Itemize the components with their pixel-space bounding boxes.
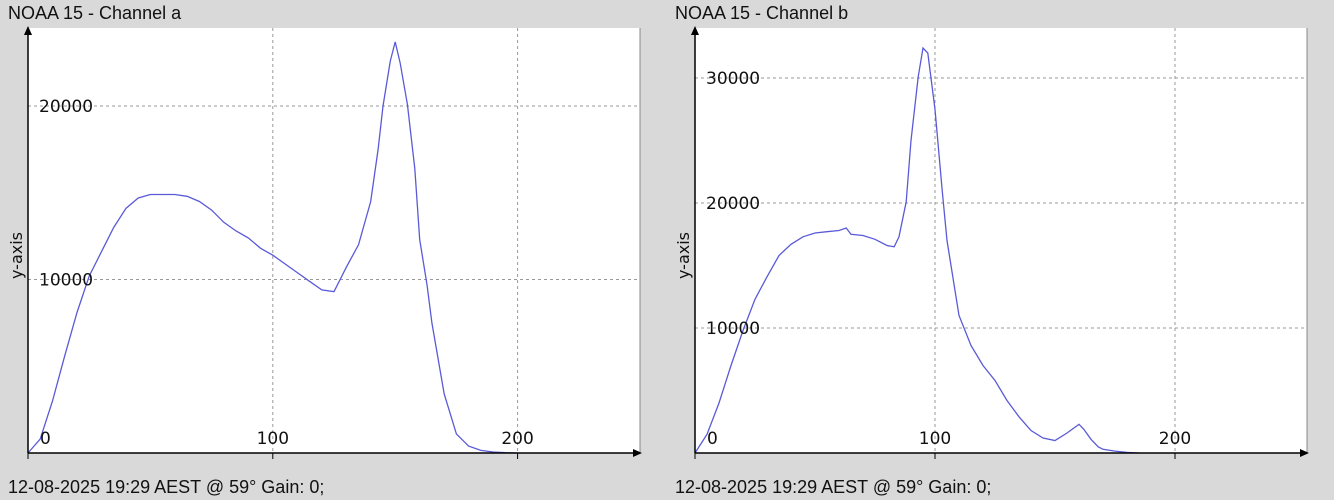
x-axis-arrow <box>1300 449 1309 457</box>
chart-panel-channel-b: NOAA 15 - Channel b 0 100 200 10000 20000 300… <box>667 0 1334 500</box>
x-axis-arrow <box>633 449 642 457</box>
x-tick-label: 0 <box>707 429 718 449</box>
chart-title: NOAA 15 - Channel b <box>675 3 849 23</box>
plot-area <box>28 28 640 453</box>
x-tick-label: 200 <box>501 429 533 449</box>
chart-channel-a: 0 100 200 10000 20000 y-axis <box>7 26 642 459</box>
x-tick-label: 100 <box>919 429 951 449</box>
y-tick-label: 20000 <box>39 97 93 117</box>
y-tick-label: 30000 <box>706 69 760 89</box>
y-axis-arrow <box>691 26 699 35</box>
chart-channel-b: 0 100 200 10000 20000 30000 y-axis <box>674 26 1309 459</box>
chart-title: NOAA 15 - Channel a <box>8 3 182 23</box>
y-axis-label: y-axis <box>674 232 693 279</box>
x-tick-label: 0 <box>40 429 51 449</box>
chart-footer-status: 12-08-2025 19:29 AEST @ 59° Gain: 0; <box>675 477 992 497</box>
y-axis-arrow <box>24 26 32 35</box>
x-tick-label: 200 <box>1159 429 1191 449</box>
y-tick-label: 10000 <box>706 319 760 339</box>
chart-panel-channel-a: NOAA 15 - Channel a 0 100 200 10000 20000 y-a… <box>7 3 642 497</box>
series-line <box>27 41 518 454</box>
y-axis-label: y-axis <box>7 232 26 279</box>
y-tick-label: 10000 <box>39 271 93 291</box>
chart-footer-status: 12-08-2025 19:29 AEST @ 59° Gain: 0; <box>8 477 325 497</box>
series-line <box>694 46 1140 454</box>
x-tick-label: 100 <box>257 429 289 449</box>
y-tick-label: 20000 <box>706 194 760 214</box>
